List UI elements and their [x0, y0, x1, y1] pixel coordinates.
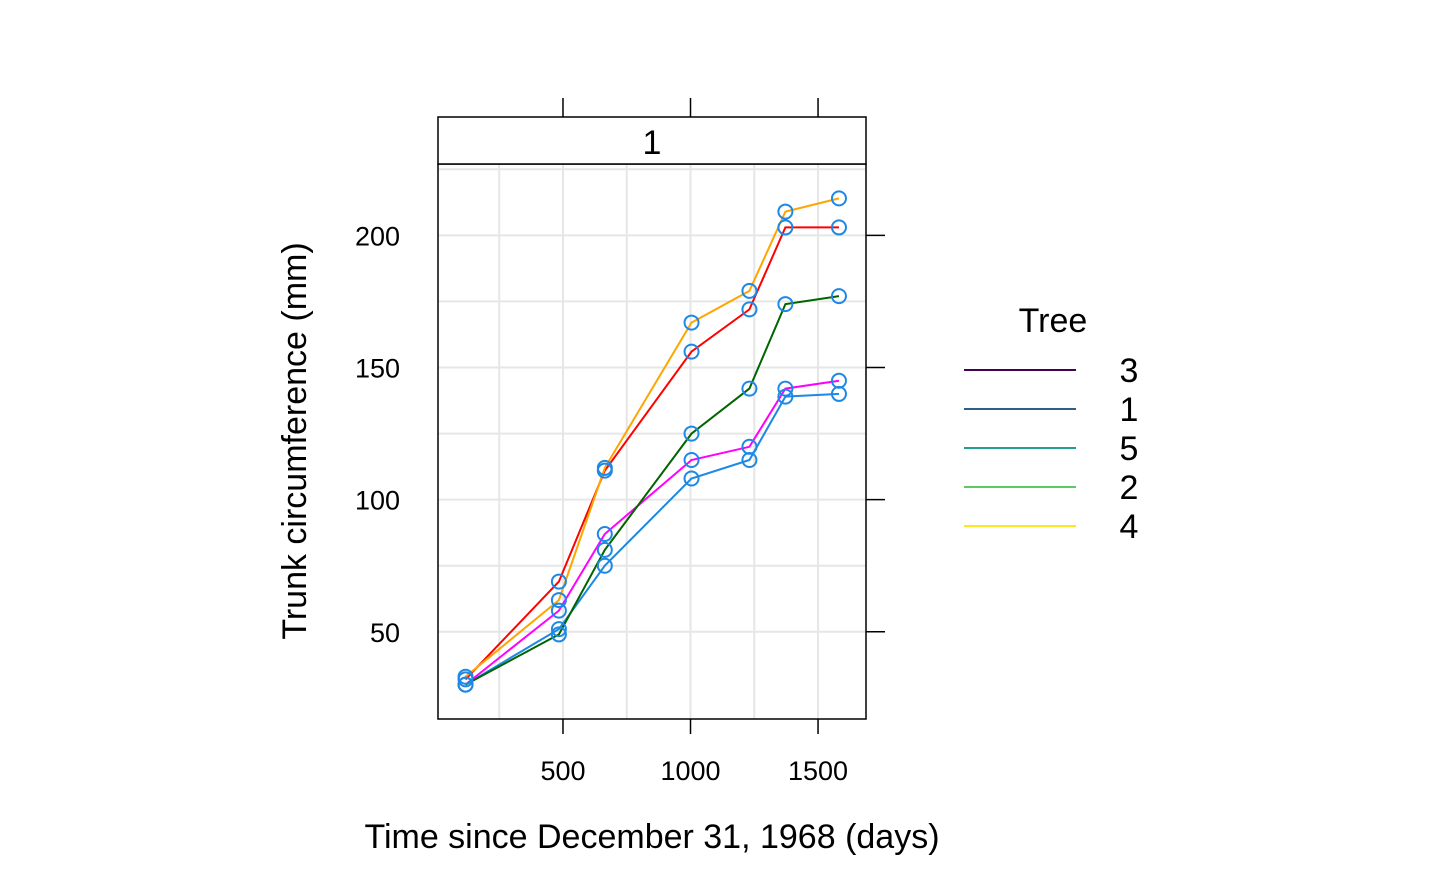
legend-label: 2 [1120, 469, 1139, 507]
data-point [550, 573, 567, 590]
series-line-3 [465, 295, 840, 686]
x-tick-label: 500 [540, 756, 585, 786]
plot-frame [437, 163, 867, 720]
legend-label: 3 [1120, 352, 1139, 390]
y-tick-label: 50 [370, 618, 400, 648]
strip-box [437, 116, 867, 165]
data-point [457, 668, 474, 685]
data-point [550, 626, 567, 643]
series-line-4 [464, 226, 839, 681]
legend-label: 1 [1120, 391, 1139, 429]
y-tick-label: 100 [355, 486, 400, 516]
data-points [457, 190, 847, 693]
data-point [550, 621, 567, 638]
data-point [830, 190, 847, 207]
legend-label: 4 [1120, 508, 1139, 546]
x-tick-label: 1500 [788, 756, 848, 786]
legend-title: Tree [1019, 302, 1088, 340]
data-point [683, 314, 700, 331]
data-point [777, 388, 794, 405]
legend-label: 5 [1120, 430, 1139, 468]
data-point [830, 288, 847, 305]
series-lines [464, 197, 840, 686]
strip-label: 1 [643, 124, 662, 162]
data-point [777, 380, 794, 397]
series-line-2 [464, 379, 840, 686]
x-axis-label: Time since December 31, 1968 (days) [364, 818, 939, 856]
data-point [741, 282, 758, 299]
data-point [550, 602, 567, 619]
data-point [550, 592, 567, 609]
data-point [596, 541, 613, 558]
data-point [741, 380, 758, 397]
data-point [683, 452, 700, 468]
data-point [830, 372, 847, 389]
data-point [596, 526, 613, 542]
data-point [683, 470, 700, 487]
data-point [777, 296, 794, 313]
data-point [683, 425, 700, 442]
y-axis-label: Trunk circumference (mm) [276, 242, 314, 639]
data-point [741, 438, 758, 455]
data-point [457, 676, 474, 693]
data-point [596, 557, 613, 574]
x-tick-label: 1000 [660, 756, 720, 786]
data-point [741, 301, 758, 318]
series-line-5 [464, 197, 840, 678]
y-tick-label: 200 [355, 221, 400, 251]
data-point [596, 459, 613, 476]
data-point [777, 219, 794, 236]
grid [438, 164, 866, 719]
y-tick-label: 150 [355, 354, 400, 384]
data-point [830, 219, 847, 236]
data-point [777, 203, 794, 220]
x-axis: 500 1000 1500 [540, 98, 848, 786]
y-axis: 50 100 150 200 [355, 221, 885, 648]
data-point [683, 343, 700, 360]
